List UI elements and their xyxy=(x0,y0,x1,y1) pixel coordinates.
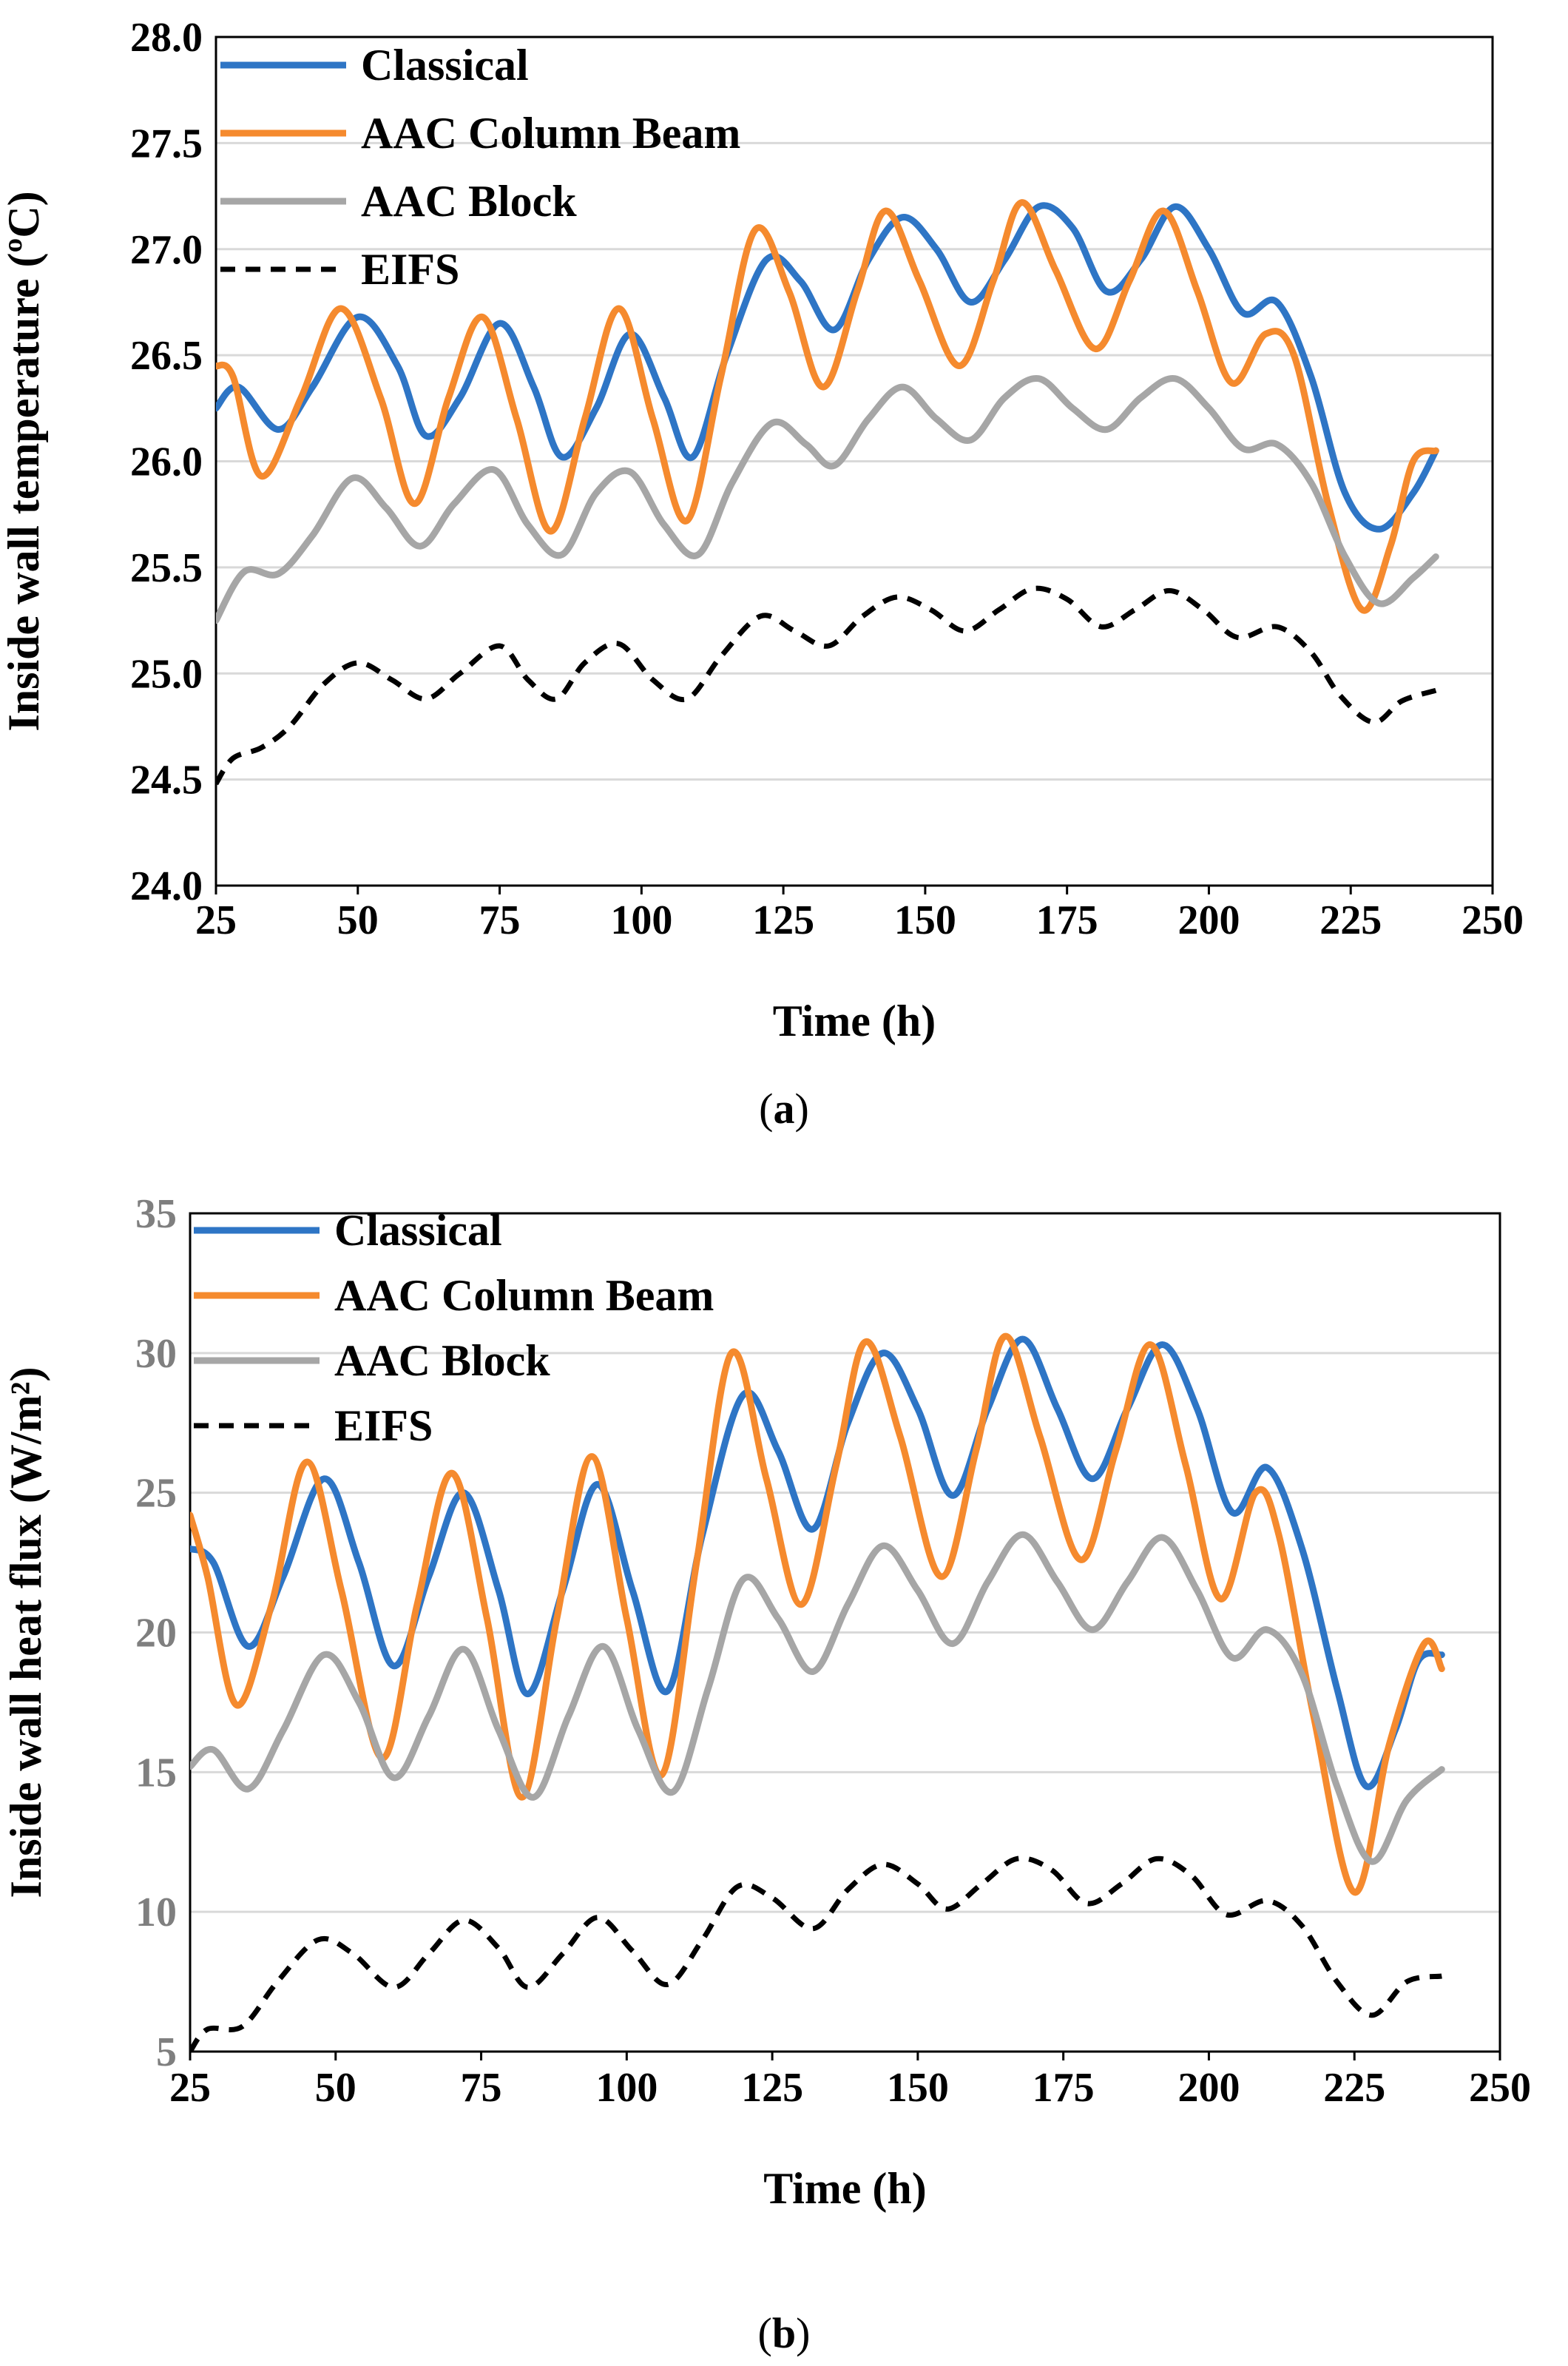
x-axis-title-b: Time (h) xyxy=(763,2164,927,2213)
y-tick-labels-a: 24.0 24.5 25.0 25.5 26.0 26.5 27.0 27.5 28.0 xyxy=(130,15,203,909)
x-tick-label: 225 xyxy=(1323,2065,1385,2111)
caption-b: (b) xyxy=(757,2309,811,2357)
legend-b: Classical AAC Column Beam AAC Block EIFS xyxy=(194,1206,714,1450)
y-tick-label: 35 xyxy=(135,1191,177,1237)
x-tick-label: 100 xyxy=(595,2065,658,2111)
y-tick-label: 15 xyxy=(135,1750,177,1796)
x-tick-label: 25 xyxy=(195,897,237,943)
y-tick-labels-b: 5 10 15 20 25 30 35 xyxy=(135,1191,177,2075)
legend-label: AAC Block xyxy=(334,1336,550,1385)
legend-label: Classical xyxy=(361,41,529,90)
y-tick-label: 25.0 xyxy=(130,651,203,697)
legend-label: Classical xyxy=(334,1206,502,1255)
series-line-classical xyxy=(216,202,1439,533)
legend-label: AAC Block xyxy=(361,177,577,226)
x-tick-label: 125 xyxy=(741,2065,803,2111)
x-tick-label: 50 xyxy=(315,2065,356,2111)
x-tick-label: 175 xyxy=(1036,897,1098,943)
chart-a-svg: 25 50 75 100 125 150 175 200 225 25024.024.525.02… xyxy=(0,15,1524,1045)
plot-frame-a xyxy=(214,36,1494,887)
x-tick-labels-b: 25 50 75 100 125 150 175 200 225 250 xyxy=(169,2052,1531,2111)
y-tick-label: 24.0 xyxy=(130,863,203,909)
x-tick-label: 225 xyxy=(1319,897,1382,943)
y-tick-label: 20 xyxy=(135,1611,177,1656)
y-tick-label: 27.0 xyxy=(130,227,203,273)
series-line-aac-column-beam xyxy=(216,199,1439,614)
y-tick-label: 25.5 xyxy=(130,545,203,591)
x-tick-labels-a: 25 50 75 100 125 150 175 200 225 250 xyxy=(195,886,1524,943)
legend-label: AAC Column Beam xyxy=(334,1271,714,1320)
legend-label: EIFS xyxy=(361,245,459,294)
x-tick-label: 75 xyxy=(461,2065,502,2111)
series-lines-b xyxy=(190,1332,1445,2052)
x-tick-label: 50 xyxy=(337,897,379,943)
chart-b-svg: 25 50 75 100 125 150 175 200 225 250 5 10 15 20 25 30 35… xyxy=(1,1191,1531,2213)
x-tick-label: 75 xyxy=(479,897,521,943)
series-line-aac-column-beam xyxy=(190,1332,1445,1896)
x-tick-label: 250 xyxy=(1461,897,1524,943)
plot-frame-b xyxy=(189,1212,1501,2053)
y-tick-label: 30 xyxy=(135,1331,177,1377)
chart-panel-a: 25 50 75 100 125 150 175 200 225 250 24.0 24.5 25.0 2… xyxy=(0,0,1568,1176)
y-tick-label: 27.5 xyxy=(130,121,203,166)
y-tick-label: 26.5 xyxy=(130,333,203,379)
caption-a-letter: a xyxy=(773,1085,795,1133)
y-tick-label: 24.5 xyxy=(130,758,203,803)
caption-b-letter: b xyxy=(771,2309,797,2357)
y-tick-label: 28.0 xyxy=(130,15,203,61)
x-tick-label: 150 xyxy=(887,2065,949,2111)
y-axis-title-a: Inside wall temperature (ºC) xyxy=(0,191,48,731)
y-tick-label: 25 xyxy=(135,1471,177,1517)
x-tick-label: 100 xyxy=(610,897,672,943)
legend-label: AAC Column Beam xyxy=(361,109,740,158)
series-line-eifs xyxy=(216,585,1437,786)
legend-a: Classical AAC Column Beam AAC Block EIFS xyxy=(220,41,740,294)
x-tick-label: 250 xyxy=(1469,2065,1531,2111)
series-line-aac-block xyxy=(190,1531,1445,1865)
x-tick-label: 25 xyxy=(169,2065,211,2111)
chart-panel-b: 25 50 75 100 125 150 175 200 225 250 5 10 15 20 25 30 35… xyxy=(0,1176,1568,2362)
series-line-eifs xyxy=(190,1856,1442,2052)
series-line-aac-block xyxy=(216,375,1439,624)
x-tick-label: 125 xyxy=(752,897,814,943)
legend-label: EIFS xyxy=(334,1401,433,1450)
series-lines-a xyxy=(216,199,1439,786)
caption-a: (a) xyxy=(759,1085,809,1133)
x-tick-label: 200 xyxy=(1177,2065,1240,2111)
y-tick-label: 26.0 xyxy=(130,439,203,485)
x-tick-label: 200 xyxy=(1177,897,1240,943)
x-tick-label: 150 xyxy=(894,897,956,943)
y-axis-title-b: Inside wall heat flux (W/m²) xyxy=(1,1366,50,1898)
y-tick-label: 5 xyxy=(156,2029,177,2075)
x-axis-title-a: Time (h) xyxy=(773,997,936,1045)
x-tick-label: 175 xyxy=(1033,2065,1095,2111)
y-tick-label: 10 xyxy=(135,1890,177,1935)
